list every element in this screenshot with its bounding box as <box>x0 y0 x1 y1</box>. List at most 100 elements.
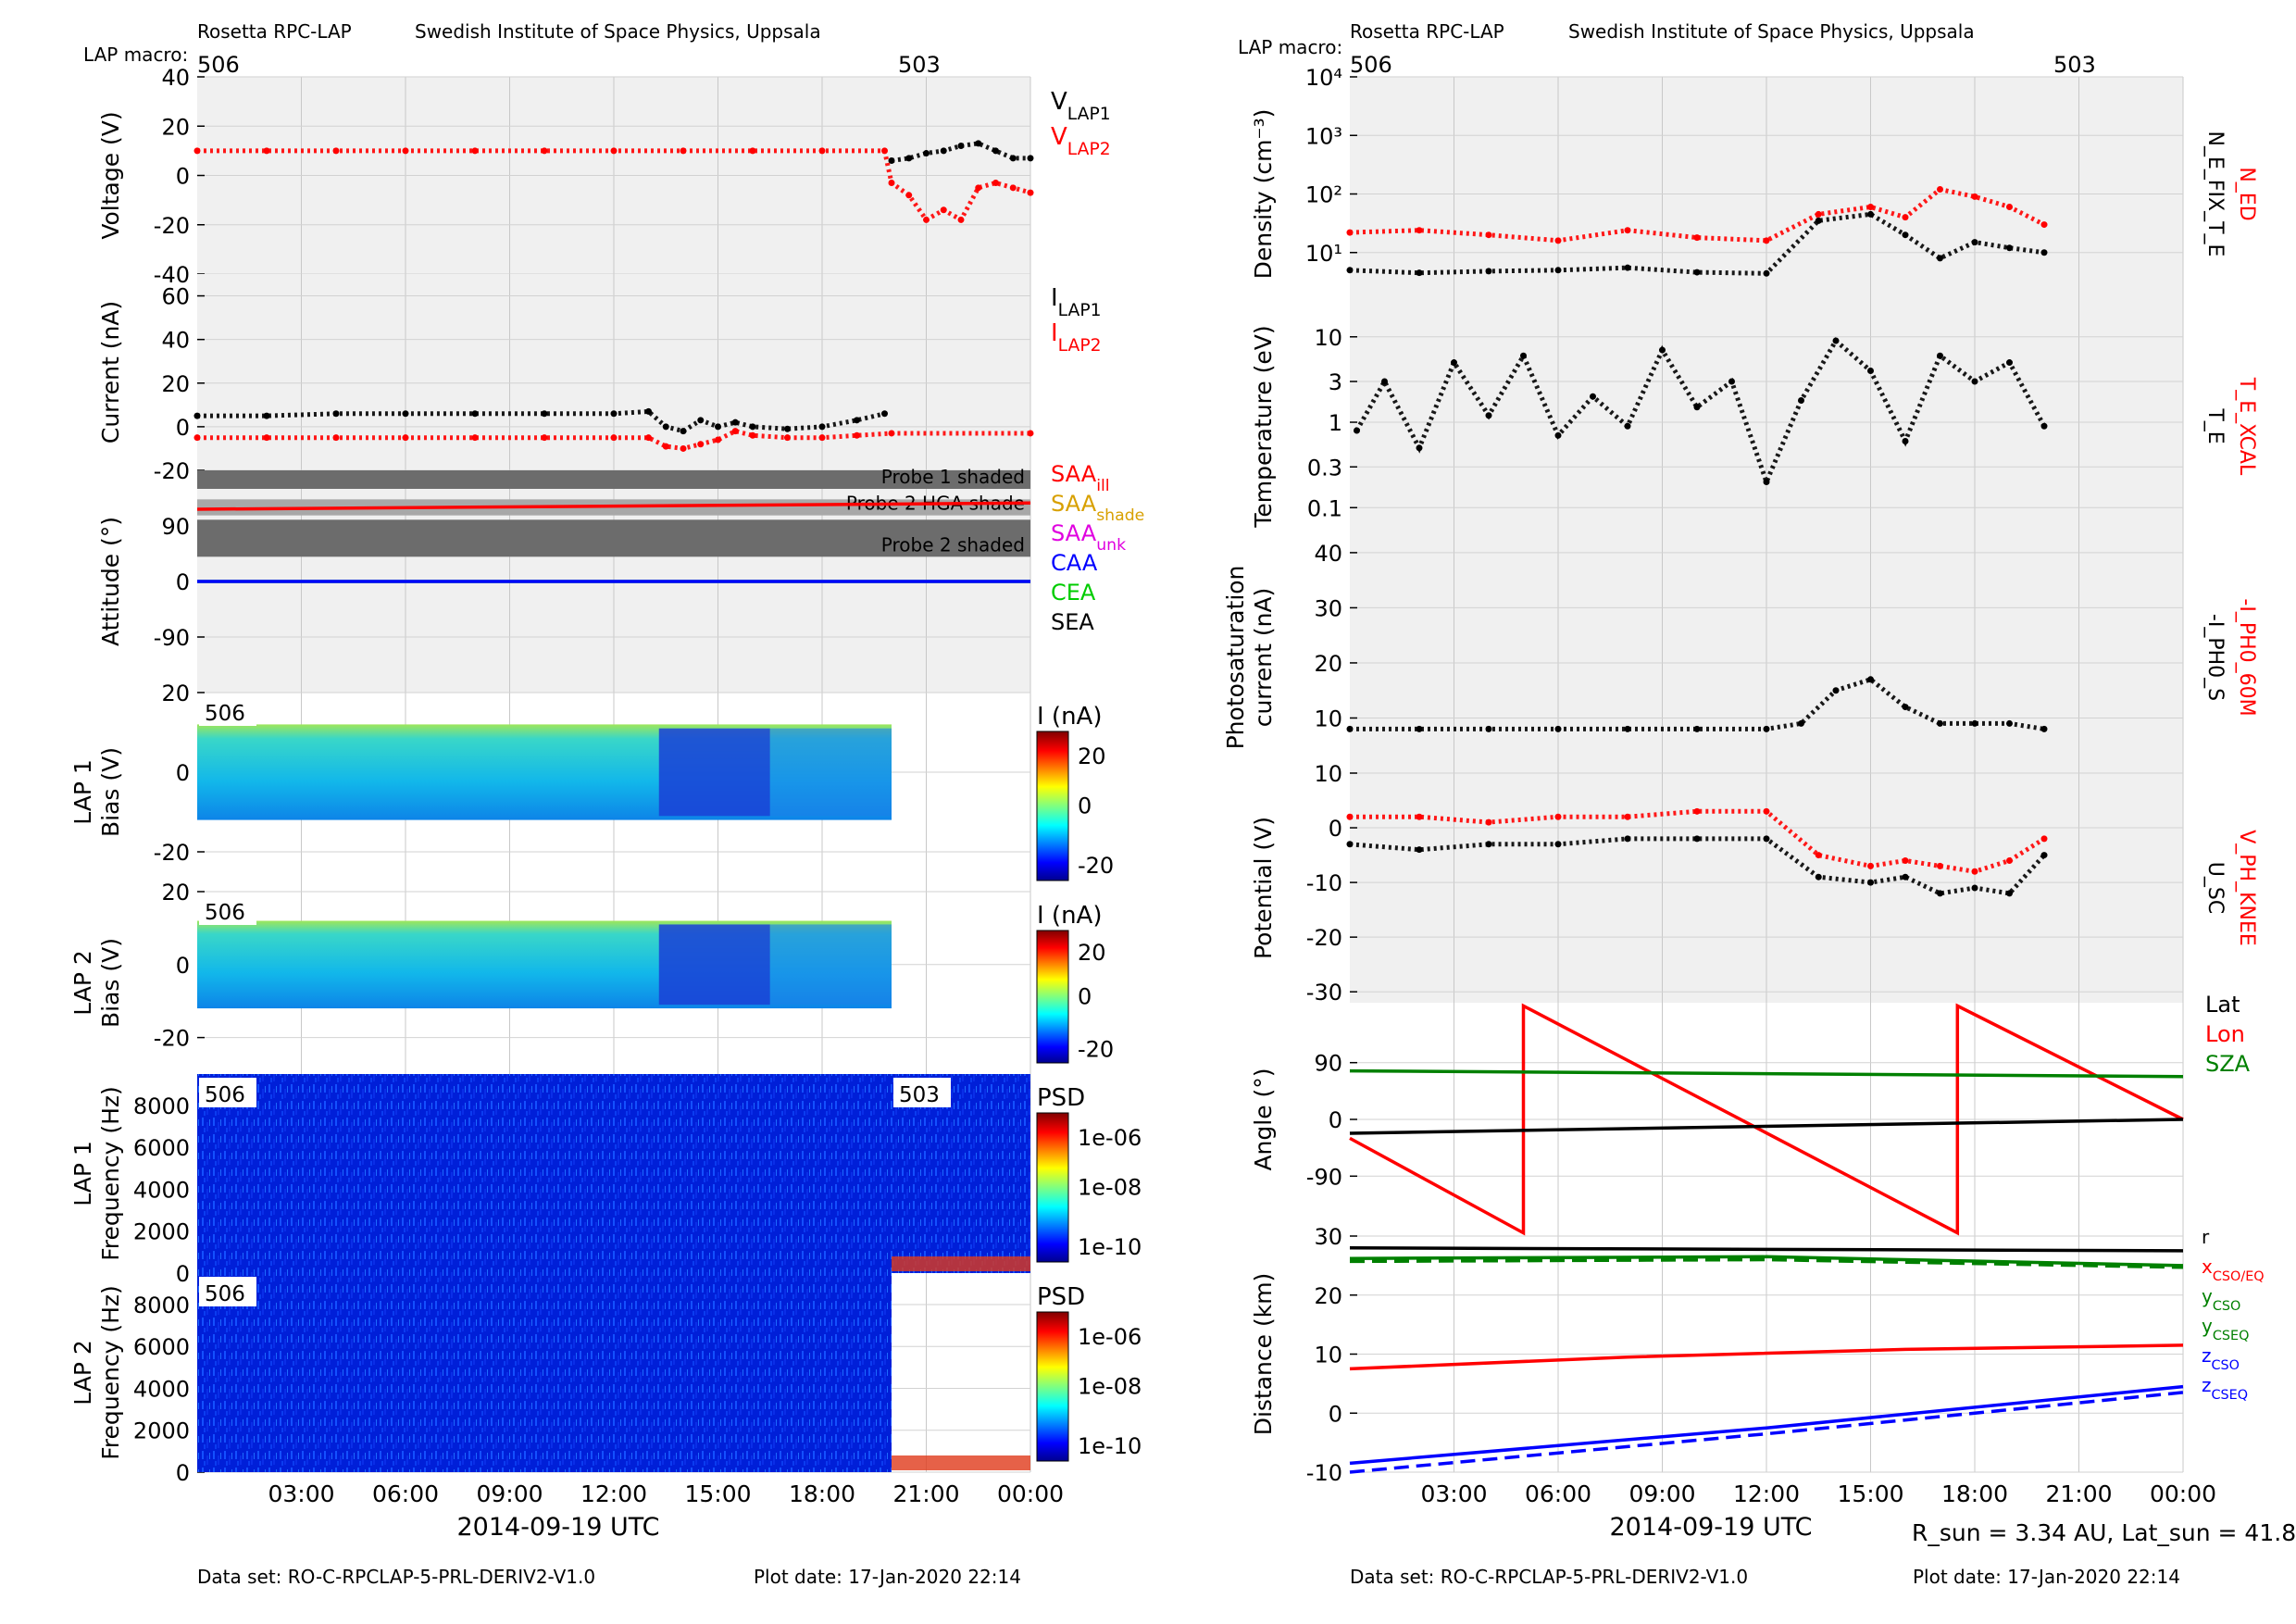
ytick-label: 8000 <box>133 1293 190 1318</box>
series-N_E_FIX_T_E <box>1349 211 2045 276</box>
shade-band-label: Probe 2 shaded <box>881 533 1025 556</box>
colorbar-tick: -20 <box>1078 853 1114 879</box>
ytick-label: 2000 <box>133 1418 190 1444</box>
ytick-label: 10² <box>1305 182 1342 208</box>
ytick-label: 0 <box>176 1460 190 1486</box>
xlabel: 2014-09-19 UTC <box>1609 1513 1812 1542</box>
colorbar <box>1036 1112 1069 1263</box>
colorbar-label: I (nA) <box>1037 902 1102 930</box>
ytick-label: 1 <box>1329 410 1342 436</box>
xtick-label: 15:00 <box>1837 1480 1903 1507</box>
ytick-label: 0 <box>176 164 190 190</box>
colorbar-tick: 20 <box>1078 940 1106 966</box>
ytick-label: -20 <box>154 213 190 239</box>
ylabel: Photosaturation <box>1222 566 1249 750</box>
ylabel: Distance (km) <box>1250 1273 1277 1436</box>
legend-SZA: SZA <box>2205 1051 2251 1077</box>
series-V_PH_KNEE <box>1350 808 2046 874</box>
series-r <box>1349 1246 2184 1253</box>
ytick-label: -20 <box>1306 925 1342 951</box>
ytick-label: 90 <box>161 514 190 540</box>
panel-temperature: 10 3 1 0.3 0.1 Temperature (eV) T_E_XCAL T_E <box>1250 311 2258 542</box>
xtick-label: 21:00 <box>2045 1480 2112 1507</box>
heatmap-block <box>197 1074 1030 1273</box>
panel-potential: 10 0 -10 -20 -30 Potential (V) V_PH_KNEE U_SC <box>1250 761 2258 1006</box>
shade-band <box>197 470 1030 489</box>
macro-label: 506 <box>205 702 245 726</box>
dataset-label: Data set: RO-C-RPCLAP-5-PRL-DERIV2-V1.0 <box>1350 1566 1748 1588</box>
legend-SEA: SEA <box>1051 609 1094 635</box>
ytick-label: 30 <box>1314 595 1342 621</box>
panel-lap2_bias: 20 0 -20 LAP 2 Bias (V) 506 I (nA) 20 0 -20 <box>69 880 1114 1074</box>
ytick-label: 90 <box>1314 1051 1342 1077</box>
instrument-title: Rosetta RPC-LAP <box>197 20 352 43</box>
ylabel: LAP 1 <box>69 759 96 825</box>
point-N_ED <box>1416 227 1423 234</box>
point-V_LAP2 <box>749 147 756 155</box>
ytick-label: 0 <box>176 415 190 441</box>
colorbar-tick: 1e-06 <box>1078 1125 1142 1151</box>
ytick-label: 60 <box>161 284 190 310</box>
point-I_LAP2 <box>263 434 270 442</box>
right-label: V_PH_KNEE <box>2235 830 2258 946</box>
heatmap-feature <box>769 924 892 1006</box>
series-I_LAP1 <box>197 408 886 434</box>
institute-title: Swedish Institute of Space Physics, Upps… <box>415 20 821 43</box>
right-label: -I_PH0_60M <box>2235 598 2258 716</box>
xtick-label: 09:00 <box>476 1480 543 1507</box>
panel-lap2_psd: 8000 6000 4000 2000 0 LAP 2 Frequency (Hz) 506 P… <box>69 1273 1142 1486</box>
ytick-label: 6000 <box>133 1135 190 1161</box>
colorbar <box>1036 731 1069 881</box>
heatmap-feature <box>892 1256 1030 1271</box>
ytick-label: -20 <box>154 840 190 866</box>
xtick-label: 00:00 <box>997 1480 1064 1507</box>
colorbar-tick: 1e-08 <box>1078 1374 1142 1400</box>
ylabel: LAP 1 <box>69 1141 96 1206</box>
ylabel: Frequency (Hz) <box>97 1086 124 1261</box>
header-left: Rosetta RPC-LAP Swedish Institute of Spa… <box>83 20 941 78</box>
ytick-label: 20 <box>161 681 190 706</box>
colorbar-label: PSD <box>1037 1283 1085 1311</box>
ytick-label: 0 <box>176 1261 190 1287</box>
plot-date-label: Plot date: 17-Jan-2020 22:14 <box>1913 1566 2180 1588</box>
legend-I_LAP2: ILAP2 <box>1051 319 1102 356</box>
series-Lon <box>1349 1003 2184 1236</box>
ytick-label: 10 <box>1314 325 1342 351</box>
right-label: N_ED <box>2235 167 2258 220</box>
macro-box <box>893 1078 951 1107</box>
shade-band <box>197 519 1030 557</box>
institute-title: Swedish Institute of Space Physics, Upps… <box>1568 20 1975 43</box>
legend-z_CSEQ: zCSEQ <box>2202 1374 2248 1403</box>
macro-506: 506 <box>197 52 240 78</box>
heatmap-feature <box>658 924 770 1006</box>
ytick-label: 30 <box>1314 1224 1342 1250</box>
ytick-label: -40 <box>154 262 190 288</box>
ytick-label: 10³ <box>1305 123 1342 149</box>
ytick-label: 20 <box>1314 651 1342 677</box>
macro-box <box>199 895 256 925</box>
ytick-label: -20 <box>154 458 190 484</box>
panel-angle: 90 0 -90 Angle (°) Lat Lon SZA <box>1250 992 2251 1236</box>
ylabel: Bias (V) <box>97 747 124 837</box>
panel-distance: 30 20 10 0 -10 Distance (km) r xCSO/EQyCSOyCSEQ… <box>1250 1224 2265 1486</box>
colorbar <box>1036 1311 1069 1462</box>
ytick-label: 3 <box>1329 369 1342 395</box>
series-SAA_ill <box>196 501 1031 511</box>
point-I_LAP1 <box>881 410 888 418</box>
heatmap-feature <box>769 728 892 817</box>
ytick-label: -20 <box>154 1026 190 1052</box>
header-right: Rosetta RPC-LAP Swedish Institute of Spa… <box>1238 20 2096 78</box>
ytick-label: 0 <box>176 953 190 979</box>
ytick-label: 0 <box>1329 1107 1342 1133</box>
ytick-label: 20 <box>1314 1283 1342 1309</box>
ylabel: Bias (V) <box>97 938 124 1028</box>
heatmap-feature <box>892 1455 1030 1470</box>
panel-lap1_bias: 20 0 -20 LAP 1 Bias (V) 506 I (nA) 20 0 -20 <box>69 681 1114 892</box>
macro-box <box>199 696 256 726</box>
heatmap-block <box>197 1273 892 1472</box>
macro-503: 503 <box>2053 52 2096 78</box>
colorbar-tick: 1e-10 <box>1078 1234 1142 1260</box>
ylabel: Angle (°) <box>1250 1068 1277 1170</box>
ytick-label: 20 <box>161 880 190 906</box>
ytick-label: 10⁴ <box>1305 65 1342 91</box>
